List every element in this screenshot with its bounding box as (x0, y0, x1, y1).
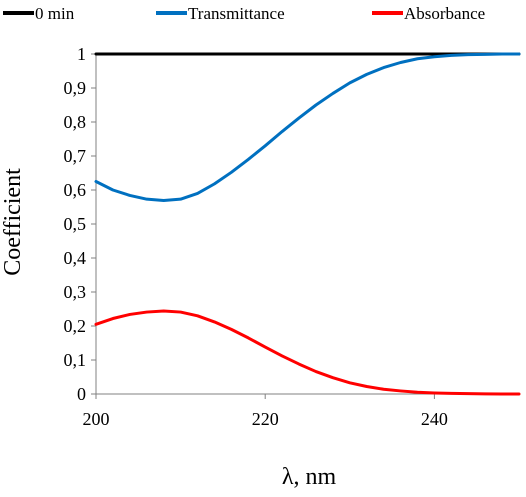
y-tick-label: 0,7 (64, 146, 87, 166)
x-tick-label: 240 (421, 409, 448, 429)
y-axis-title: Coefficient (0, 168, 26, 276)
y-tick-label: 0,2 (64, 316, 87, 336)
legend: 0 min Transmittance Absorbance (3, 4, 485, 23)
series-line-transmittance (94, 52, 521, 203)
y-tick-label: 0,5 (64, 214, 87, 234)
y-tick-label: 0,8 (64, 112, 87, 132)
x-tick-label: 200 (83, 409, 110, 429)
legend-label-transmittance: Transmittance (188, 4, 285, 23)
x-axis-title: λ, nm (282, 464, 337, 490)
y-tick-label: 0,9 (64, 78, 87, 98)
y-tick-label: 1 (77, 44, 86, 64)
x-tick-label: 220 (252, 409, 279, 429)
y-tick-label: 0,6 (64, 180, 87, 200)
y-tick-label: 0 (77, 384, 86, 404)
series-line-absorbance (94, 309, 521, 396)
y-tick-label: 0,3 (64, 282, 87, 302)
axes: 0 0,1 0,2 0,3 0,4 0,5 0,6 0,7 0,8 0,9 1 200 220 240 (64, 44, 519, 429)
series-lines (94, 52, 521, 396)
legend-label-absorbance: Absorbance (404, 4, 485, 23)
legend-label-0-min: 0 min (35, 4, 75, 23)
y-tick-label: 0,4 (64, 248, 87, 268)
y-tick-label: 0,1 (64, 350, 87, 370)
